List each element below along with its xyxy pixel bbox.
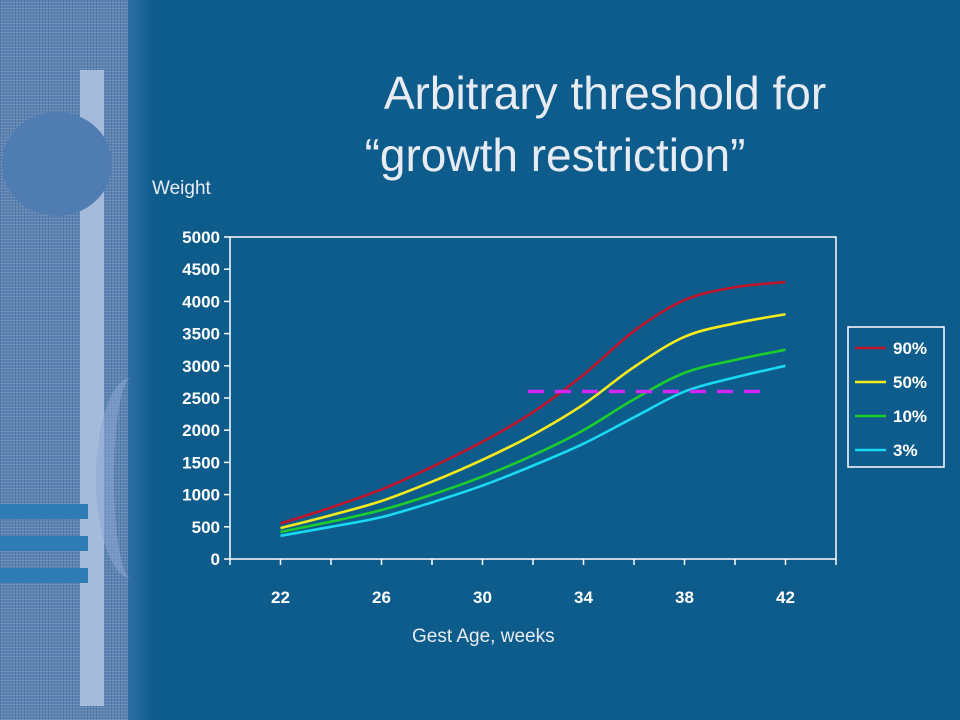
y-tick-label: 2500 — [182, 389, 220, 408]
series-lines — [280, 280, 786, 538]
x-tick-label: 38 — [675, 588, 694, 607]
series-line-90pct — [280, 280, 786, 525]
x-tick-label: 34 — [574, 588, 593, 607]
y-tick-label: 5000 — [182, 228, 220, 247]
legend-label: 50% — [893, 373, 927, 392]
series-line-10pct — [280, 348, 786, 534]
y-tick-label: 1000 — [182, 486, 220, 505]
plot-area — [229, 236, 837, 560]
series-line-3pct — [280, 364, 786, 538]
x-axis-label: Gest Age, weeks — [412, 626, 555, 647]
y-tick-label: 4500 — [182, 260, 220, 279]
x-tick-label: 26 — [372, 588, 391, 607]
series-line-50pct — [280, 313, 786, 530]
y-axis-label: Weight — [152, 178, 211, 199]
y-tick-label: 2000 — [182, 421, 220, 440]
y-tick-label: 3000 — [182, 357, 220, 376]
x-tick-label: 22 — [271, 588, 290, 607]
decorative-line — [0, 568, 88, 583]
legend-label: 10% — [893, 407, 927, 426]
legend-label: 90% — [893, 339, 927, 358]
y-tick-label: 1500 — [182, 453, 220, 472]
decorative-circle — [2, 112, 112, 216]
y-axis-ticks: 0 500 1000 1500 2000 2500 3000 3500 4000 4500 5000 — [182, 228, 230, 569]
x-tick-label: 30 — [473, 588, 492, 607]
y-tick-label: 500 — [192, 518, 220, 537]
legend: 90% 50% 10% 3% — [855, 339, 927, 460]
y-tick-label: 3500 — [182, 325, 220, 344]
decorative-line — [0, 504, 88, 519]
x-axis-ticks: 22 26 30 34 38 42 — [229, 559, 837, 607]
slide-title-line-2: “growth restriction” — [364, 129, 746, 181]
slide-title-line-1: Arbitrary threshold for — [383, 67, 827, 119]
decorative-edge-shadow — [128, 0, 154, 720]
y-tick-label: 4000 — [182, 292, 220, 311]
decorative-line — [0, 536, 88, 551]
slide-title: Arbitrary threshold for “growth restrict… — [300, 62, 910, 186]
legend-label: 3% — [893, 441, 918, 460]
y-tick-label: 0 — [211, 550, 220, 569]
legend-box — [847, 326, 945, 468]
decorative-arc — [96, 378, 166, 578]
x-tick-label: 42 — [776, 588, 795, 607]
